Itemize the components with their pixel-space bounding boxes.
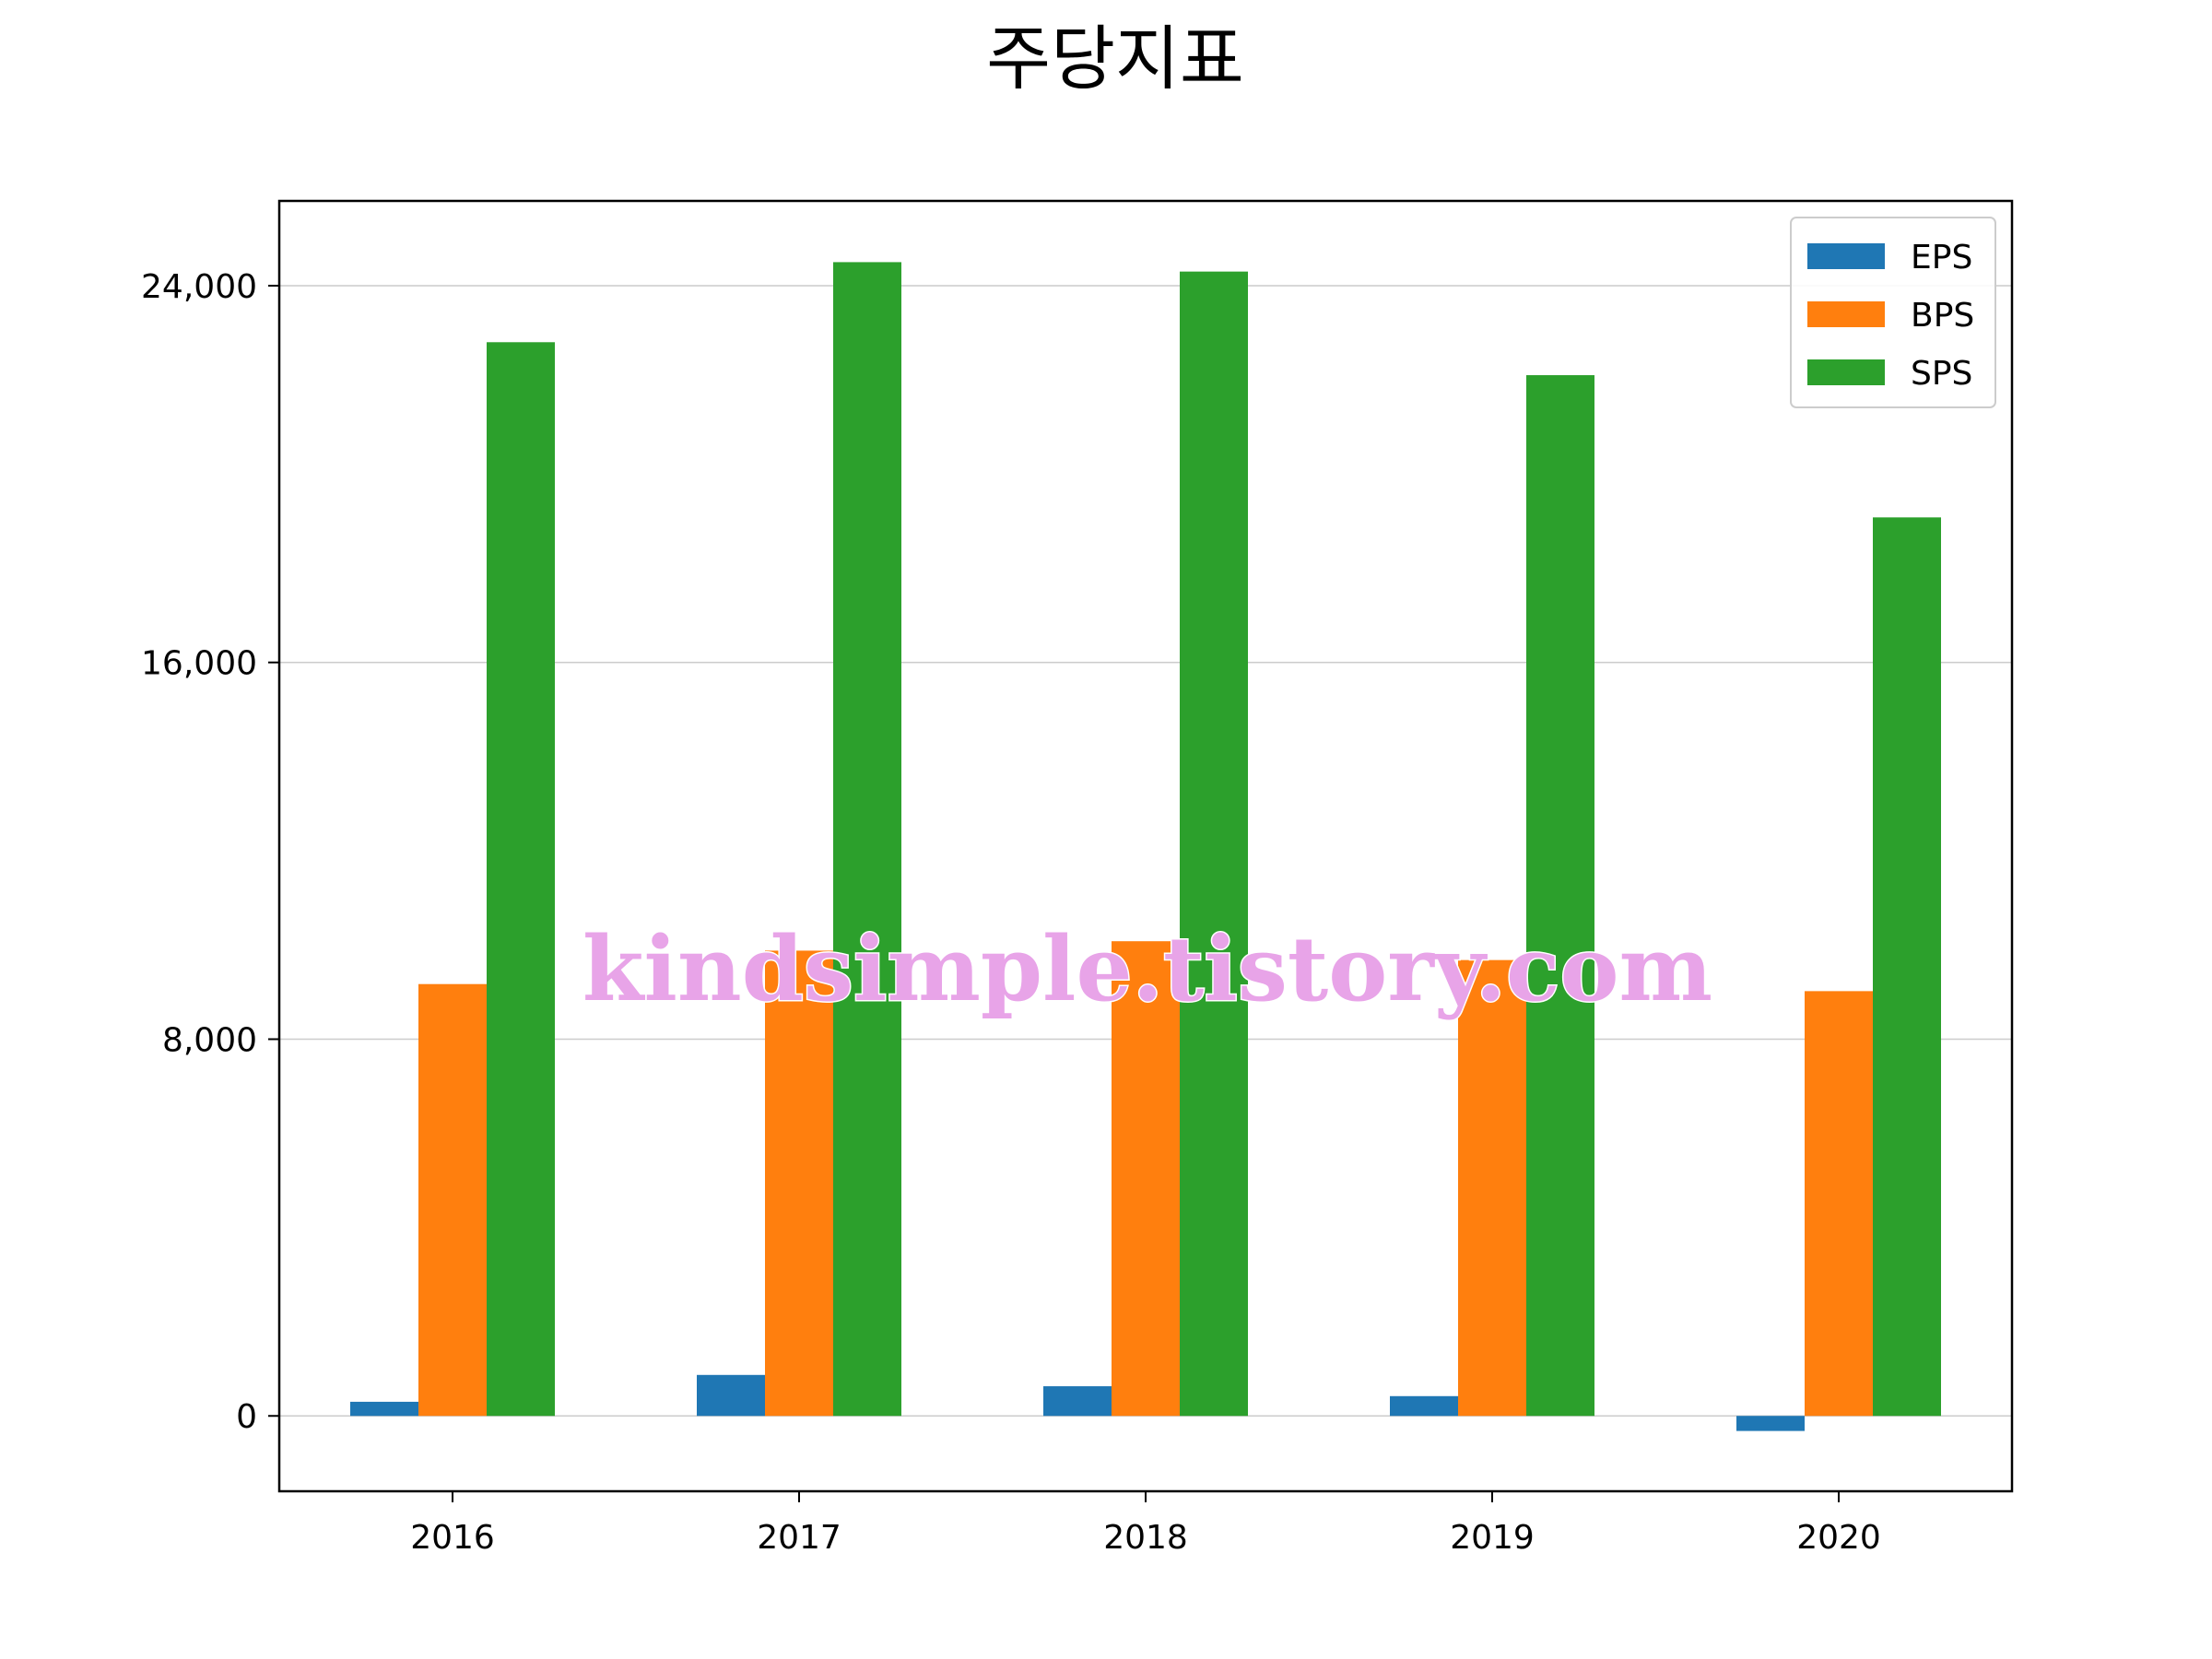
legend: EPS BPS SPS <box>1790 217 1996 408</box>
legend-swatch-sps <box>1807 359 1885 385</box>
bar-eps-2017 <box>697 1374 765 1417</box>
bar-sps-2018 <box>1180 271 1248 1417</box>
legend-label-bps: BPS <box>1911 297 1974 335</box>
legend-label-eps: EPS <box>1911 239 1972 276</box>
legend-swatch-eps <box>1807 243 1885 269</box>
x-tick-label: 2017 <box>757 1519 841 1557</box>
legend-label-sps: SPS <box>1911 355 1972 393</box>
bar-bps-2019 <box>1458 959 1526 1417</box>
legend-swatch-bps <box>1807 301 1885 327</box>
bar-sps-2017 <box>833 262 901 1417</box>
bar-bps-2016 <box>418 983 487 1417</box>
x-tick-label: 2016 <box>410 1519 495 1557</box>
bar-bps-2020 <box>1805 991 1873 1417</box>
y-axis: 0 8,000 16,000 24,000 <box>141 268 279 1436</box>
bar-eps-2020 <box>1736 1416 1805 1431</box>
watermark: kindsimple.tistory.com <box>582 917 1712 1021</box>
bar-bps-2018 <box>1112 941 1180 1417</box>
bars <box>350 262 1941 1431</box>
bar-eps-2016 <box>350 1401 418 1417</box>
bar-bps-2017 <box>765 950 833 1417</box>
y-tick-label: 0 <box>236 1398 257 1436</box>
bar-eps-2019 <box>1390 1395 1458 1417</box>
bar-sps-2016 <box>487 342 555 1417</box>
y-tick-label: 8,000 <box>162 1021 257 1059</box>
bar-eps-2018 <box>1043 1386 1112 1417</box>
x-axis: 2016 2017 2018 2019 2020 <box>410 1491 1881 1557</box>
y-tick-label: 16,000 <box>141 645 257 683</box>
x-tick-label: 2019 <box>1450 1519 1535 1557</box>
chart-title: 주당지표 <box>986 18 1244 100</box>
x-tick-label: 2020 <box>1796 1519 1881 1557</box>
x-tick-label: 2018 <box>1103 1519 1188 1557</box>
bar-sps-2019 <box>1526 375 1594 1417</box>
y-tick-label: 24,000 <box>141 268 257 306</box>
bar-sps-2020 <box>1873 517 1941 1417</box>
